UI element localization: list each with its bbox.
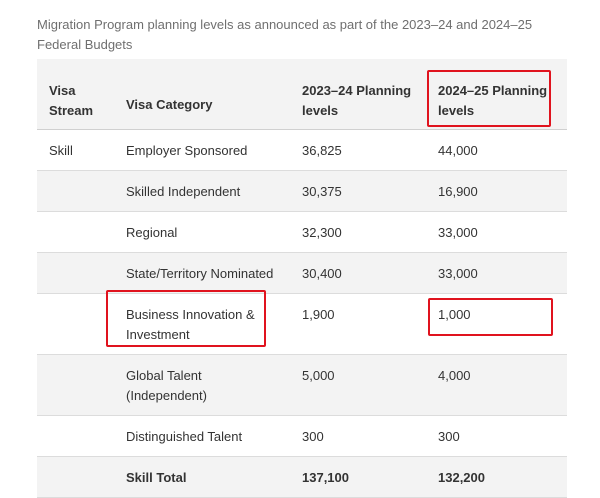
planning-levels-table: Visa Stream Visa Category 2023–24 Planni… (37, 59, 567, 498)
table-row: Regional 32,300 33,000 (37, 211, 567, 253)
table-row: Distinguished Talent 300 300 (37, 415, 567, 457)
table-row: State/Territory Nominated 30,400 33,000 (37, 252, 567, 294)
cell-2023-24: 30,400 (290, 252, 426, 294)
cell-2024-25: 33,000 (426, 252, 567, 294)
header-2023-24: 2023–24 Planning levels (290, 59, 426, 130)
header-visa-category: Visa Category (114, 59, 290, 130)
table-total-row: Skill Total 137,100 132,200 (37, 456, 567, 498)
cell-2024-25: 16,900 (426, 170, 567, 212)
cell-2023-24: 36,825 (290, 129, 426, 171)
cell-2024-25: 4,000 (426, 354, 567, 416)
cell-2023-24: 5,000 (290, 354, 426, 416)
cell-2023-24: 137,100 (290, 456, 426, 498)
cell-stream (37, 211, 114, 253)
cell-2023-24: 300 (290, 415, 426, 457)
cell-2024-25: 1,000 (426, 293, 567, 355)
cell-category: Business Innovation & Investment (114, 293, 290, 355)
cell-category: Global Talent (Independent) (114, 354, 290, 416)
cell-stream (37, 456, 114, 498)
cell-2023-24: 32,300 (290, 211, 426, 253)
table-row: Skill Employer Sponsored 36,825 44,000 (37, 129, 567, 171)
cell-stream (37, 170, 114, 212)
table-row: Global Talent (Independent) 5,000 4,000 (37, 354, 567, 416)
table-caption: Migration Program planning levels as ann… (37, 17, 533, 52)
table-row: Business Innovation & Investment 1,900 1… (37, 293, 567, 355)
cell-stream (37, 252, 114, 294)
cell-2023-24: 30,375 (290, 170, 426, 212)
cell-2024-25: 33,000 (426, 211, 567, 253)
cell-stream (37, 415, 114, 457)
cell-2024-25: 300 (426, 415, 567, 457)
cell-category: Skilled Independent (114, 170, 290, 212)
cell-category: Employer Sponsored (114, 129, 290, 171)
header-visa-stream: Visa Stream (37, 59, 114, 130)
cell-stream (37, 293, 114, 355)
cell-2024-25: 44,000 (426, 129, 567, 171)
cell-category: Skill Total (114, 456, 290, 498)
table-row: Skilled Independent 30,375 16,900 (37, 170, 567, 212)
cell-stream (37, 354, 114, 416)
cell-2023-24: 1,900 (290, 293, 426, 355)
cell-category: State/Territory Nominated (114, 252, 290, 294)
table-header-row: Visa Stream Visa Category 2023–24 Planni… (37, 59, 567, 130)
header-2024-25: 2024–25 Planning levels (426, 59, 567, 130)
cell-stream: Skill (37, 129, 114, 171)
cell-category: Distinguished Talent (114, 415, 290, 457)
cell-category: Regional (114, 211, 290, 253)
cell-2024-25: 132,200 (426, 456, 567, 498)
